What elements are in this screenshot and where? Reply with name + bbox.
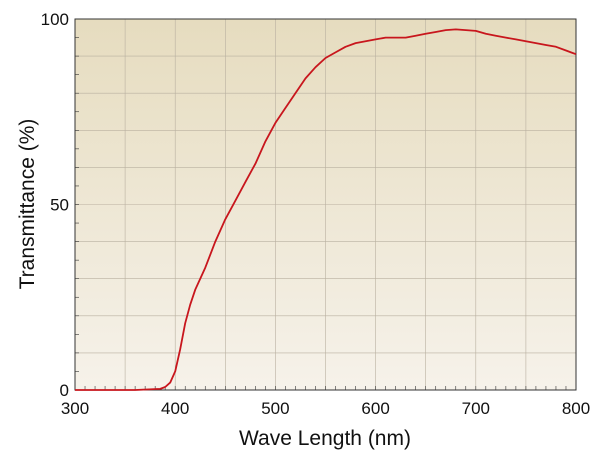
x-tick-label: 500 — [261, 399, 289, 418]
y-axis-ticks: 0 50 100 — [41, 10, 69, 400]
minor-ticks — [75, 37, 567, 390]
y-tick-label: 100 — [41, 10, 69, 29]
y-tick-label: 50 — [50, 196, 69, 215]
y-tick-label: 0 — [60, 381, 69, 400]
x-axis-ticks: 300 400 500 600 700 800 — [61, 399, 590, 418]
x-axis-label: Wave Length (nm) — [239, 427, 411, 450]
transmittance-line — [75, 28, 577, 391]
x-tick-label: 600 — [361, 399, 389, 418]
x-tick-label: 400 — [161, 399, 189, 418]
x-tick-label: 300 — [61, 399, 89, 418]
y-axis-label: Transmittance (%) — [16, 119, 39, 290]
x-tick-label: 800 — [562, 399, 590, 418]
plot-frame — [74, 18, 577, 391]
x-tick-label: 700 — [462, 399, 490, 418]
grid-lines — [75, 19, 576, 390]
